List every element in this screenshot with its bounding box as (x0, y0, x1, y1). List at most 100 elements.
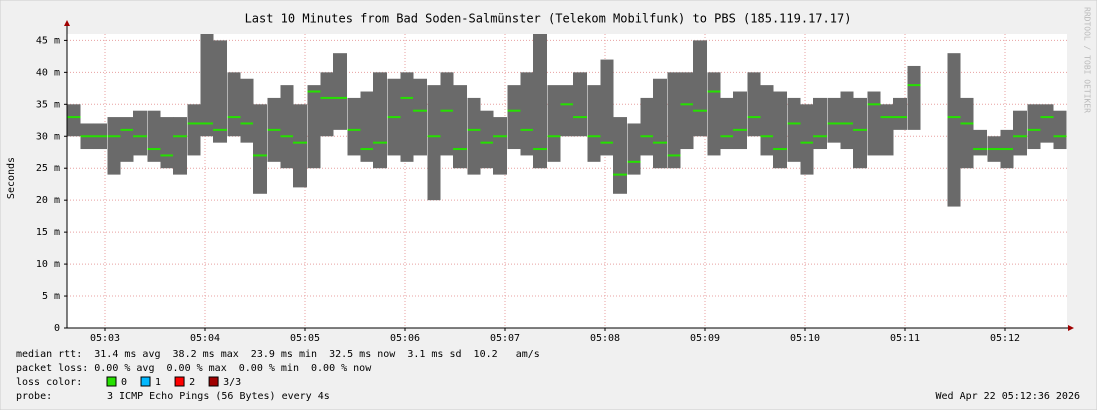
smoke-range (280, 85, 294, 169)
x-tick-label: 05:12 (990, 333, 1020, 344)
probe-label: probe: (16, 391, 52, 402)
smoke-range (827, 97, 841, 143)
smoke-range (133, 110, 147, 156)
smoke-range (413, 78, 427, 156)
smoke-range (160, 117, 174, 169)
probe: 3 ICMP Echo Pings (56 Bytes) every 4s (107, 391, 330, 402)
smoke-range (600, 59, 614, 156)
y-tick-label: 25 m (36, 163, 60, 174)
smoke-range (227, 72, 241, 137)
smoke-range (480, 110, 494, 169)
legend-label: 3/3 (223, 377, 241, 388)
smoke-range (627, 123, 641, 175)
smoke-range (587, 85, 601, 162)
smoke-range (787, 97, 801, 162)
legend-swatch (140, 376, 151, 387)
smoke-range (360, 91, 374, 162)
y-arrow (64, 20, 70, 26)
y-tick-label: 20 m (36, 195, 60, 206)
smoke-range (733, 91, 747, 150)
y-tick-label: 40 m (36, 67, 60, 78)
x-tick-label: 05:11 (890, 333, 920, 344)
smoke-range (573, 72, 587, 137)
smoke-range (240, 78, 254, 143)
smoke-range (1013, 110, 1027, 156)
smoke-range (520, 72, 534, 156)
smoke-range (347, 97, 361, 156)
y-tick-label: 0 (54, 323, 60, 334)
x-tick-label: 05:03 (90, 333, 120, 344)
smoke-range (907, 65, 921, 130)
smoke-range (707, 72, 721, 156)
smoke-range (173, 117, 187, 175)
smoke-range (213, 40, 227, 143)
smoke-range (120, 117, 134, 162)
smoke-range (507, 85, 521, 150)
smoke-range (800, 104, 814, 175)
stats-line: packet loss: 0.00 % avg 0.00 % max 0.00 … (16, 363, 372, 374)
smoke-range (853, 97, 867, 169)
y-tick-label: 30 m (36, 131, 60, 142)
stats-line: median rtt: 31.4 ms avg 38.2 ms max 23.9… (16, 349, 540, 360)
x-tick-label: 05:04 (190, 333, 220, 344)
x-tick-label: 05:09 (690, 333, 720, 344)
legend-label: 2 (189, 377, 195, 388)
smoke-range (653, 78, 667, 169)
smoke-range (253, 104, 267, 194)
y-tick-label: 45 m (36, 35, 60, 46)
y-tick-label: 5 m (42, 291, 60, 302)
x-tick-label: 05:06 (390, 333, 420, 344)
x-tick-label: 05:07 (490, 333, 520, 344)
watermark: RRDTOOL / TOBI OETIKER (1083, 7, 1092, 113)
smoke-range (1053, 110, 1067, 150)
smoke-range (947, 53, 961, 207)
smoke-range (187, 104, 201, 156)
smoke-range (320, 72, 334, 137)
smoke-range (813, 97, 827, 150)
smoke-range (867, 91, 881, 156)
smoke-range (1040, 104, 1054, 143)
smoke-range (760, 85, 774, 156)
y-tick-label: 15 m (36, 227, 60, 238)
loss-label: loss color: (16, 377, 82, 388)
smoke-range (720, 97, 734, 150)
smoke-range (533, 34, 547, 169)
smoke-range (400, 72, 414, 162)
smoke-range (640, 97, 654, 156)
smoke-range (747, 72, 761, 137)
smoke-range (840, 91, 854, 150)
marks (67, 34, 1067, 329)
smoke-range (440, 72, 454, 156)
smoke-range (427, 85, 441, 201)
smoke-range (893, 97, 907, 130)
smoke-range (373, 72, 387, 169)
y-tick-label: 35 m (36, 99, 60, 110)
smoke-range (960, 97, 974, 169)
smoke-range (693, 40, 707, 137)
x-arrow (1068, 325, 1074, 331)
x-tick-label: 05:10 (790, 333, 820, 344)
legend-swatch (208, 376, 219, 387)
x-tick-label: 05:05 (290, 333, 320, 344)
smoke-range (773, 91, 787, 169)
legend-swatch (106, 376, 117, 387)
chart-title: Last 10 Minutes from Bad Soden-Salmünste… (245, 12, 852, 26)
smoke-range (293, 104, 307, 188)
smoke-range (307, 85, 321, 169)
smoke-range (547, 85, 561, 162)
smoke-range (200, 34, 214, 137)
smoke-range (467, 97, 481, 175)
y-tick-label: 10 m (36, 259, 60, 270)
x-tick-label: 05:08 (590, 333, 620, 344)
smoke-range (333, 53, 347, 130)
y-axis-label: Seconds (6, 157, 17, 199)
smoke-range (493, 117, 507, 175)
timestamp: Wed Apr 22 05:12:36 2026 (936, 391, 1081, 402)
smoke-range (67, 104, 81, 137)
smoke-range (453, 85, 467, 169)
smoke-range (667, 72, 681, 169)
smoke-range (880, 104, 894, 156)
smoke-range (613, 117, 627, 194)
smoke-range (973, 129, 987, 156)
